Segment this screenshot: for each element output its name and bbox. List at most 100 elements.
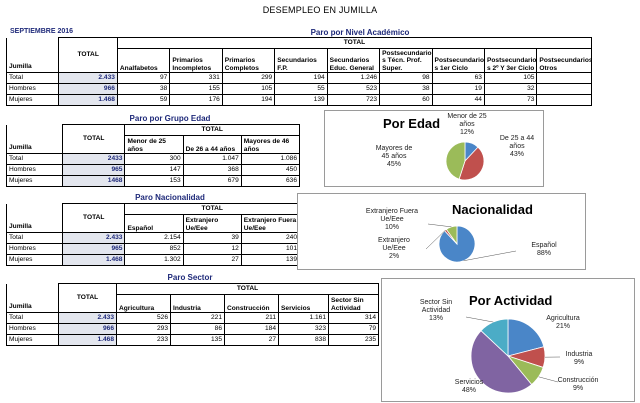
cell: 2.154 (124, 232, 184, 244)
row-label: Total (6, 153, 63, 165)
cell: 233 (116, 334, 171, 346)
cell: 97 (116, 72, 171, 84)
cell: 314 (327, 312, 380, 324)
activity-chart: Por Actividad Agricultura 21% Industria 9%… (381, 278, 635, 402)
pie-slice-extranjero-fuera-ue-eee (445, 225, 458, 246)
slice-label: Servicios 48% (454, 379, 484, 394)
row-total: 1.468 (61, 254, 126, 266)
column-header: Postsecundario s 2º Y 3er Ciclo (483, 48, 538, 73)
row-label: Mujeres (6, 254, 63, 266)
activity-pie-chart (465, 316, 561, 394)
row-total: 2433 (61, 153, 126, 165)
table-row: Hombres 966 38 155 105 55 523 38 19 32 (5, 83, 592, 95)
row-label: Total (5, 72, 60, 84)
academic-section-title: Paro por Nivel Académico (310, 28, 410, 37)
pie-slice-sector-sin-actividad (480, 318, 509, 357)
column-header: Postsecundario s Técn. Prof. Super. (379, 48, 433, 73)
leader-line (463, 250, 517, 261)
table-row: Mujeres 1.468 1.302 27 139 (6, 254, 301, 266)
cell: 44 (431, 94, 485, 106)
row-total: 2.433 (61, 232, 126, 244)
corner-cell (6, 124, 63, 136)
date-label: SEPTIEMBRE 2016 (10, 28, 74, 35)
row-total: 1.468 (58, 334, 117, 346)
table-row: Total 2.433 97 331 299 194 1.246 98 63 1… (5, 72, 592, 84)
column-header: Mayores de 46 años (240, 135, 301, 154)
slice-label: Mayores de 45 años 45% (375, 145, 413, 168)
row-label: Hombres (5, 83, 60, 95)
table-row: Mujeres 1.468 233 135 27 838 235 (6, 334, 380, 346)
cell: 38 (379, 83, 433, 95)
cell: 79 (327, 323, 380, 335)
cell: 27 (182, 254, 242, 266)
leader-line (425, 229, 446, 250)
cell: 38 (116, 83, 171, 95)
region-label: Jumilla (6, 214, 63, 233)
age-chart: Por Edad Menor de 25 años 12% De 25 a 44 añ… (324, 110, 544, 187)
age-pie-chart (445, 141, 485, 181)
cell: 98 (379, 72, 433, 84)
leader-line (538, 376, 559, 383)
column-header: Extranjero Ue/Eee (182, 214, 242, 233)
row-total: 966 (58, 83, 118, 95)
cell: 211 (224, 312, 279, 324)
total-group-header: TOTAL (115, 283, 380, 295)
column-header: Agricultura (116, 294, 171, 313)
cell: 73 (483, 94, 538, 106)
cell: 60 (379, 94, 433, 106)
cell: 1.086 (240, 153, 301, 165)
total-header: TOTAL (58, 37, 118, 73)
cell: 526 (116, 312, 171, 324)
total-header: TOTAL (58, 283, 117, 313)
slice-label: Agricultura 21% (546, 315, 580, 330)
cell: 221 (170, 312, 225, 324)
nationality-pie-chart (425, 223, 517, 263)
cell: 368 (182, 164, 242, 176)
row-label: Hombres (6, 243, 63, 255)
row-label: Total (6, 312, 59, 324)
cell: 1.161 (278, 312, 329, 324)
column-header: Construcción (224, 294, 279, 313)
nationality-table: TOTAL TOTAL Jumilla Español Extranjero U… (6, 203, 301, 266)
row-total: 966 (58, 323, 117, 335)
cell: 240 (240, 232, 301, 244)
chart-title: Por Actividad (469, 293, 553, 308)
age-section-title: Paro por Grupo Edad (129, 114, 211, 123)
corner-cell (6, 203, 63, 215)
column-header: Primarios Incompletos (169, 48, 223, 73)
cell: 523 (326, 83, 381, 95)
sector-section-title: Paro Sector (167, 273, 213, 282)
cell: 86 (170, 323, 225, 335)
cell: 235 (327, 334, 380, 346)
total-header: TOTAL (61, 124, 126, 154)
cell: 59 (116, 94, 171, 106)
cell: 39 (182, 232, 242, 244)
row-label: Hombres (6, 323, 59, 335)
row-total: 965 (61, 243, 126, 255)
table-row: Mujeres 1.468 59 176 194 139 723 60 44 7… (5, 94, 592, 106)
leader-line (427, 223, 452, 228)
column-header: Extranjero Fuera Ue/Eee (240, 214, 301, 233)
cell: 723 (326, 94, 381, 106)
row-label: Mujeres (5, 94, 60, 106)
column-header: Industria (170, 294, 225, 313)
column-header: De 26 a 44 años (182, 135, 242, 154)
academic-table: TOTAL TOTAL Jumilla Analfabetos Primario… (5, 37, 593, 106)
column-header: Sector Sin Actividad (327, 294, 380, 313)
cell: 679 (182, 175, 242, 187)
total-header: TOTAL (61, 203, 126, 233)
slice-label: Construcción 9% (557, 377, 599, 392)
row-label: Mujeres (6, 334, 59, 346)
row-total: 1.468 (58, 94, 118, 106)
cell: 135 (170, 334, 225, 346)
region-label: Jumilla (6, 135, 63, 154)
cell: 299 (221, 72, 276, 84)
page-title: DESEMPLEO EN JUMILLA (262, 5, 378, 15)
cell: 300 (124, 153, 184, 165)
column-header: Español (124, 214, 184, 233)
row-label: Total (6, 232, 63, 244)
cell: 636 (240, 175, 301, 187)
cell: 184 (224, 323, 279, 335)
column-header: Postsecundarios Otros (536, 48, 592, 73)
cell: 12 (182, 243, 242, 255)
